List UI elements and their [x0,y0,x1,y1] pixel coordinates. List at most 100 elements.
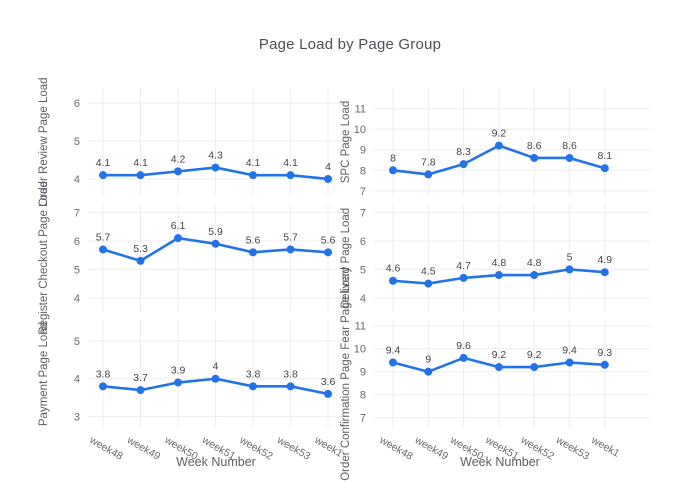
data-point-marker [530,153,539,162]
data-point-marker [324,174,332,183]
data-point-label: 5.3 [133,243,148,255]
x-tick-label: week1 [588,434,621,460]
data-point-marker [136,171,145,180]
data-point-label: 3.7 [133,372,148,384]
y-tick-label: 7 [360,208,366,220]
x-tick-label: week48 [87,434,125,463]
data-point-label: 9.3 [597,347,612,359]
data-point-label: 7.8 [421,156,436,168]
data-point-marker [211,239,220,248]
data-point-marker [99,171,107,180]
x-tick-label: week48 [377,434,415,463]
data-point-label: 9 [425,354,431,366]
data-point-label: 9.6 [456,340,471,352]
y-tick-label: 10 [354,344,366,356]
data-point-marker [565,265,574,274]
data-point-label: 5.7 [96,231,111,243]
data-point-marker [99,245,107,254]
y-axis-title: Order Review Page Load [38,77,50,206]
data-point-label: 8.6 [562,140,577,152]
y-tick-label: 5 [360,264,366,276]
data-point-label: 8 [390,152,396,164]
data-point-label: 4.6 [386,263,401,275]
y-tick-label: 5 [74,336,80,348]
data-point-marker [424,170,433,179]
data-point-label: 9.2 [527,349,542,361]
y-tick-label: 4 [74,293,80,305]
y-tick-label: 8 [360,390,366,402]
data-point-marker [494,363,503,372]
data-point-label: 6.1 [171,220,186,232]
data-point-label: 5.7 [283,231,298,243]
y-tick-label: 11 [355,104,366,116]
x-tick-label: week53 [274,434,312,463]
data-point-marker [286,171,295,180]
data-point-marker [286,382,295,391]
y-tick-label: 5 [74,136,80,148]
data-point-marker [136,256,145,265]
data-point-marker [249,171,257,180]
y-tick-label: 7 [360,413,366,425]
y-tick-label: 3 [74,412,80,424]
data-point-label: 8.6 [527,140,542,152]
data-point-marker [324,248,332,257]
data-point-marker [389,358,397,367]
data-point-marker [424,279,433,288]
subplot-order-review-page-load: 4 5 6 4.1 4.1 4.2 4.3 4.1 4.1 4 Order Review Page … [38,77,346,207]
data-point-marker [600,360,609,369]
data-point-label: 3.8 [96,368,111,380]
data-point-marker [424,367,433,376]
data-point-label: 4.8 [527,257,542,269]
data-point-marker [174,167,182,176]
chart-title: Page Load by Page Group [258,36,442,53]
data-point-marker [286,245,295,254]
data-point-marker [211,163,220,172]
data-point-marker [494,141,503,150]
data-point-label: 4.1 [283,157,298,169]
data-point-label: 9.4 [562,345,577,357]
y-axis-title: Payment Page Load [38,322,50,426]
data-point-label: 3.6 [321,376,336,388]
data-point-marker [249,382,257,391]
data-point-marker [600,164,609,173]
data-point-marker [565,358,574,367]
data-point-label: 4 [325,161,331,173]
data-point-label: 4.1 [246,157,261,169]
data-point-marker [324,389,332,398]
y-tick-label: 7 [74,208,80,220]
data-point-marker [459,353,468,362]
x-tick-label: week49 [412,434,450,463]
x-axis-title: Week Number [460,455,540,469]
y-tick-label: 6 [360,236,366,248]
y-axis-title: Order Confirmation Page Fear Page Load [340,267,352,481]
subplot-delivery-page-load: 4 5 6 7 4.6 4.5 4.7 4.8 4.8 5 4.9 Delivery Page Loa… [340,204,650,312]
y-tick-label: 6 [74,98,80,110]
y-axis-title: SPC Page Load [340,101,352,183]
y-axis-title: Register Checkout Page Load [38,181,50,334]
data-point-marker [211,374,220,383]
data-point-label: 3.8 [283,368,298,380]
data-point-label: 5.6 [321,234,336,246]
data-point-marker [249,248,257,257]
x-tick-label: week53 [553,434,591,463]
data-point-marker [99,382,107,391]
data-point-label: 4.9 [597,254,612,266]
data-point-label: 5 [567,251,573,263]
data-point-label: 9.2 [492,349,507,361]
y-tick-label: 11 [355,321,366,333]
y-tick-label: 7 [360,186,366,198]
subplot-spc-page-load: 7 8 9 10 11 8 7.8 8.3 9.2 8.6 8.6 8.1 SPC Page Load [340,88,650,198]
data-point-label: 4.1 [133,157,148,169]
data-point-label: 3.9 [171,365,186,377]
data-point-marker [174,378,182,387]
y-tick-label: 5 [74,264,80,276]
data-point-marker [459,160,468,169]
data-point-label: 8.1 [597,150,612,162]
data-point-marker [600,268,609,277]
y-tick-label: 8 [360,165,366,177]
x-axis-title: Week Number [176,455,256,469]
data-point-marker [530,363,539,372]
data-point-marker [174,234,182,243]
